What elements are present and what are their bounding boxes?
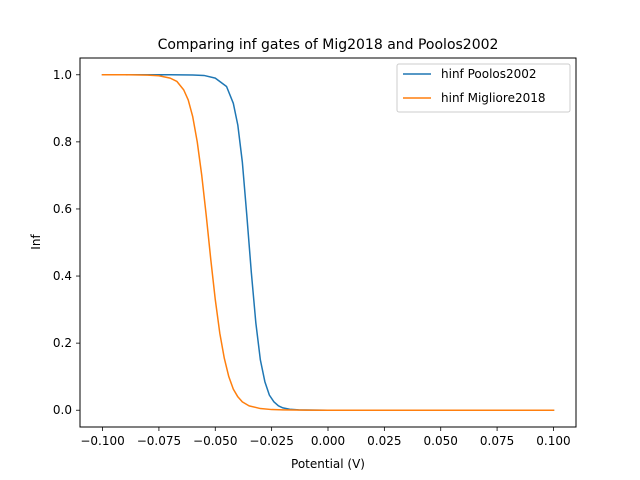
- x-tick-label: 0.000: [311, 434, 345, 448]
- x-axis-label: Potential (V): [291, 457, 365, 471]
- y-tick-label: 0.6: [53, 202, 72, 216]
- legend: hinf Poolos2002 hinf Migliore2018: [396, 63, 571, 113]
- y-tick-label: 0.8: [53, 135, 72, 149]
- chart-title: Comparing inf gates of Mig2018 and Poolo…: [158, 37, 499, 53]
- y-axis-label: Inf: [29, 234, 43, 250]
- y-tick-label: 0.0: [53, 403, 72, 417]
- x-tick-label: 0.050: [424, 434, 458, 448]
- plot-frame: [79, 57, 577, 428]
- legend-label-poolos2002: hinf Poolos2002: [441, 67, 537, 81]
- x-tick-label: −0.075: [137, 434, 181, 448]
- y-axis-ticks: 0.0 0.2 0.4 0.6 0.8 1.0: [53, 68, 80, 417]
- x-axis-ticks: −0.100 −0.075 −0.050 −0.025 0.000 0.025 0.050 0…: [80, 427, 571, 448]
- x-tick-label: −0.025: [249, 434, 293, 448]
- legend-label-migliore2018: hinf Migliore2018: [441, 91, 546, 105]
- y-tick-label: 0.4: [53, 269, 72, 283]
- x-tick-label: −0.100: [80, 434, 124, 448]
- y-tick-label: 1.0: [53, 68, 72, 82]
- plot-lines: [101, 74, 555, 411]
- series-line-1: [101, 74, 555, 411]
- x-tick-label: 0.025: [367, 434, 401, 448]
- y-tick-label: 0.2: [53, 336, 72, 350]
- x-tick-label: 0.100: [536, 434, 570, 448]
- legend-box: [396, 63, 571, 113]
- x-tick-label: 0.075: [480, 434, 514, 448]
- series-line-0: [101, 74, 555, 411]
- x-tick-label: −0.050: [193, 434, 237, 448]
